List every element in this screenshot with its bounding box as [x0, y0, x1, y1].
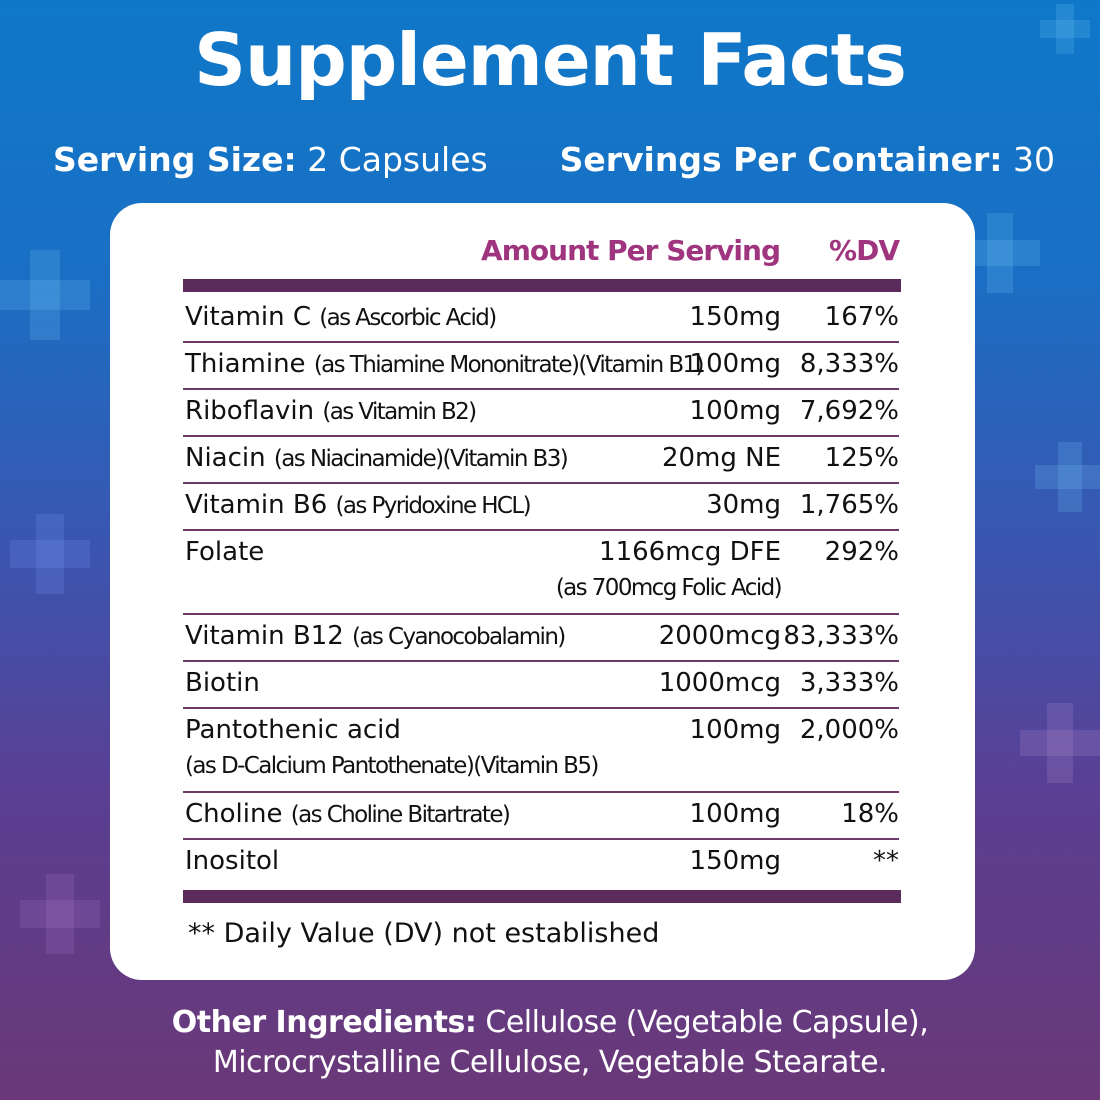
- dv-header: %DV: [829, 234, 900, 267]
- nutrient-source: (as D-Calcium Pantothenate)(Vitamin B5): [185, 753, 599, 779]
- supplement-facts-card: [110, 203, 975, 980]
- nutrient-row: Vitamin C (as Ascorbic Acid) 150mg 167%: [183, 296, 899, 343]
- nutrient-amount: 100mg: [689, 349, 781, 379]
- nutrient-amount: 1000mcg: [658, 668, 781, 698]
- nutrient-name-cell: Biotin: [185, 668, 260, 698]
- nutrient-source: (as Vitamin B2): [322, 399, 477, 425]
- nutrient-name-cell: Folate: [185, 537, 264, 567]
- bottom-divider-bar: [183, 890, 901, 903]
- servings-per-container: Servings Per Container: 30: [560, 140, 1055, 179]
- nutrient-dv: 18%: [841, 799, 899, 829]
- nutrient-amount: 30mg: [706, 490, 781, 520]
- nutrient-name-cell: Choline (as Choline Bitartrate): [185, 799, 511, 829]
- nutrient-source: (as Thiamine Mononitrate)(Vitamin B1): [313, 352, 705, 378]
- nutrient-dv: 2,000%: [799, 715, 899, 745]
- serving-size: Serving Size: 2 Capsules: [53, 140, 488, 179]
- servings-per-container-value: 30: [1013, 140, 1055, 179]
- nutrient-name: Vitamin B12: [185, 621, 344, 651]
- nutrient-amount: 100mg: [689, 715, 781, 745]
- nutrient-name-cell: Vitamin B6 (as Pyridoxine HCL): [185, 490, 532, 520]
- nutrient-dv: 292%: [824, 537, 899, 567]
- nutrient-source: (as Niacinamide)(Vitamin B3): [273, 446, 569, 472]
- nutrient-name: Vitamin C: [185, 302, 312, 332]
- nutrient-amount: 100mg: [689, 799, 781, 829]
- nutrient-row: Niacin (as Niacinamide)(Vitamin B3) 20mg …: [183, 437, 899, 484]
- nutrient-name-cell: Inositol: [185, 846, 279, 876]
- nutrient-name: Folate: [185, 537, 265, 567]
- nutrient-dv: 83,333%: [783, 621, 899, 651]
- nutrient-row: Vitamin B6 (as Pyridoxine HCL) 30mg 1,765%: [183, 484, 899, 531]
- amount-per-serving-header: Amount Per Serving: [481, 234, 781, 267]
- page-title: Supplement Facts: [194, 18, 907, 102]
- nutrient-row: Choline (as Choline Bitartrate) 100mg 18%: [183, 793, 899, 840]
- nutrient-dv: **: [873, 846, 899, 876]
- nutrient-dv: 167%: [824, 302, 899, 332]
- nutrient-dv: 125%: [824, 443, 899, 473]
- other-ingredients: Other Ingredients: Cellulose (Vegetable …: [0, 1003, 1100, 1083]
- other-ingredients-line1: Cellulose (Vegetable Capsule),: [485, 1005, 929, 1040]
- nutrient-row: Biotin 1000mcg 3,333%: [183, 662, 899, 709]
- nutrient-amount: 150mg: [689, 846, 781, 876]
- nutrient-name: Inositol: [185, 846, 280, 876]
- nutrient-row: Folate 1166mcg DFE (as 700mcg Folic Acid) 2…: [183, 531, 899, 615]
- nutrient-name: Thiamine: [185, 349, 306, 379]
- serving-size-value: 2 Capsules: [307, 140, 488, 179]
- nutrient-amount: 1166mcg DFE: [599, 537, 781, 567]
- nutrient-name-cell: Riboflavin (as Vitamin B2): [185, 396, 477, 426]
- nutrient-name-cell: Pantothenic acid: [185, 715, 401, 745]
- nutrient-row: Pantothenic acid (as D-Calcium Pantothena…: [183, 709, 899, 793]
- nutrient-name: Choline: [185, 799, 283, 829]
- nutrient-amount: 150mg: [689, 302, 781, 332]
- nutrient-name: Niacin: [185, 443, 266, 473]
- nutrient-name-cell: Niacin (as Niacinamide)(Vitamin B3): [185, 443, 569, 473]
- nutrient-dv: 7,692%: [799, 396, 899, 426]
- nutrient-dv: 1,765%: [799, 490, 899, 520]
- nutrient-dv: 3,333%: [799, 668, 899, 698]
- other-ingredients-label: Other Ingredients:: [171, 1005, 477, 1040]
- nutrient-source: (as Choline Bitartrate): [290, 802, 511, 828]
- nutrient-name-cell: Vitamin B12 (as Cyanocobalamin): [185, 621, 566, 651]
- nutrient-source: (as Ascorbic Acid): [319, 305, 497, 331]
- nutrient-row: Riboflavin (as Vitamin B2) 100mg 7,692%: [183, 390, 899, 437]
- nutrient-source: (as Pyridoxine HCL): [335, 493, 532, 519]
- nutrient-row: Vitamin B12 (as Cyanocobalamin) 2000mcg 83…: [183, 615, 899, 662]
- nutrient-name: Riboflavin: [185, 396, 315, 426]
- serving-size-label: Serving Size:: [53, 140, 297, 179]
- nutrient-row: Inositol 150mg **: [183, 840, 899, 887]
- nutrient-name-cell: Thiamine (as Thiamine Mononitrate)(Vitam…: [185, 349, 705, 379]
- nutrient-amount-detail: (as 700mcg Folic Acid): [555, 575, 783, 601]
- nutrient-amount: 2000mcg: [658, 621, 781, 651]
- nutrient-amount: 100mg: [689, 396, 781, 426]
- top-divider-bar: [183, 279, 901, 292]
- nutrient-name: Biotin: [185, 668, 260, 698]
- nutrient-name-cell: Vitamin C (as Ascorbic Acid): [185, 302, 497, 332]
- servings-per-container-label: Servings Per Container:: [559, 140, 1003, 179]
- nutrient-source: (as Cyanocobalamin): [352, 624, 566, 650]
- nutrient-row: Thiamine (as Thiamine Mononitrate)(Vitam…: [183, 343, 899, 390]
- nutrient-dv: 8,333%: [799, 349, 899, 379]
- footnote: ** Daily Value (DV) not established: [188, 918, 660, 949]
- nutrient-name: Vitamin B6: [185, 490, 328, 520]
- nutrient-name: Pantothenic acid: [185, 715, 401, 745]
- nutrient-amount: 20mg NE: [661, 443, 781, 473]
- other-ingredients-line2: Microcrystalline Cellulose, Vegetable St…: [212, 1045, 888, 1080]
